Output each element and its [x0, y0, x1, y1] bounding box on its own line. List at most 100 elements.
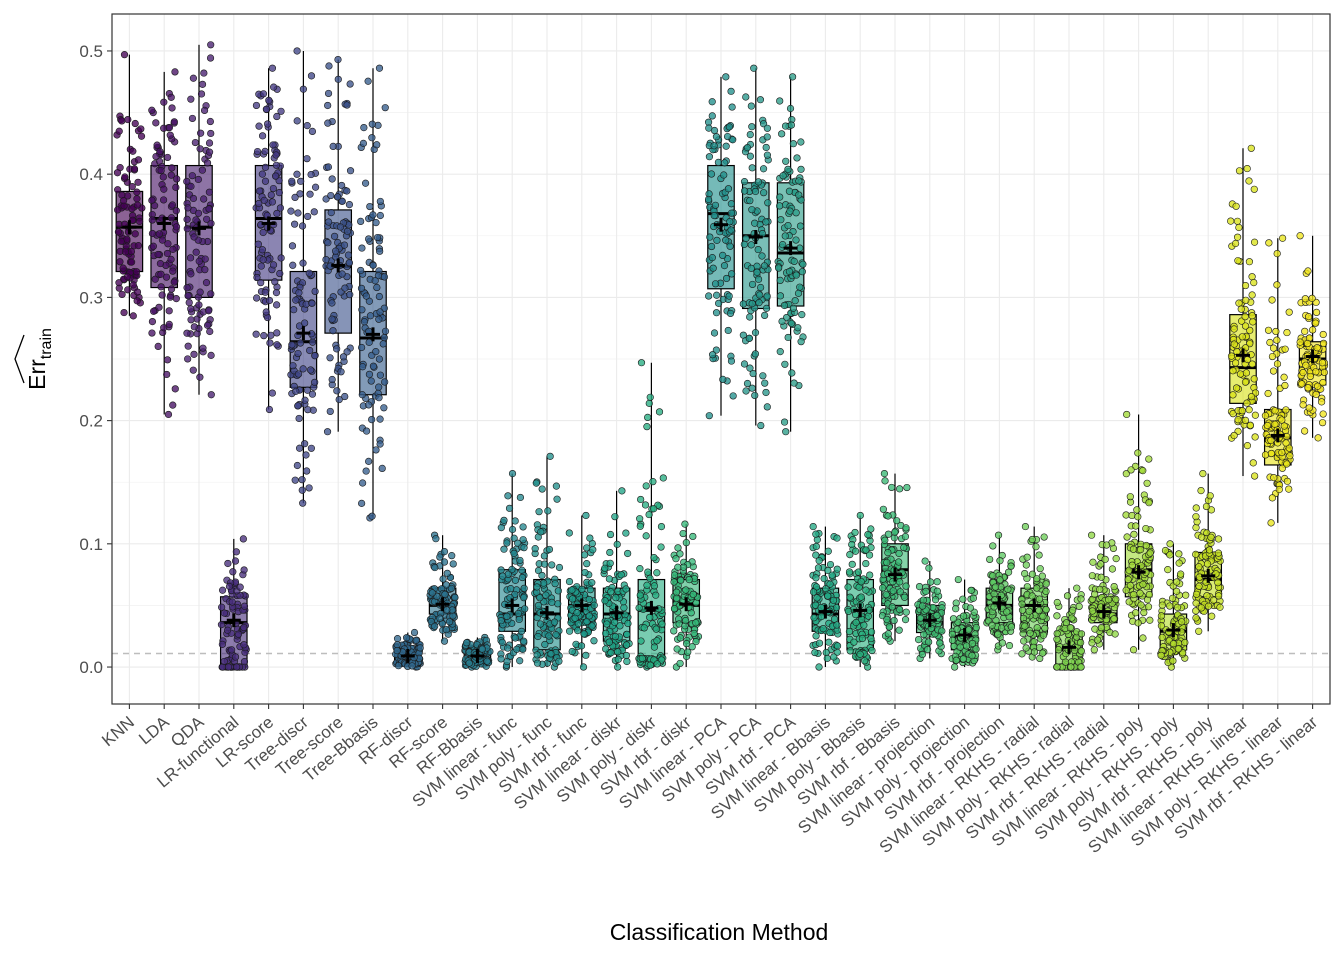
data-point	[272, 151, 280, 159]
data-point	[378, 464, 386, 473]
data-point	[291, 220, 299, 228]
data-point	[740, 240, 748, 248]
data-point	[260, 332, 268, 340]
data-point	[162, 273, 171, 281]
data-point	[749, 369, 757, 378]
data-point	[447, 584, 455, 593]
data-point	[727, 200, 735, 208]
data-point	[552, 482, 560, 490]
data-point	[308, 299, 316, 307]
data-point	[483, 657, 491, 665]
data-point	[500, 545, 508, 553]
mean-marker	[261, 216, 276, 231]
data-point	[265, 296, 274, 305]
data-point	[761, 311, 769, 319]
data-point	[636, 591, 644, 599]
data-point	[301, 440, 309, 448]
data-point	[254, 240, 262, 248]
data-point	[1111, 630, 1119, 638]
data-point	[1073, 584, 1081, 592]
data-point	[739, 300, 747, 308]
data-point	[115, 127, 123, 135]
data-point	[1042, 606, 1050, 614]
data-point	[1140, 608, 1148, 617]
data-point	[134, 178, 142, 186]
data-point	[299, 365, 307, 373]
data-point	[160, 185, 168, 193]
data-point	[606, 548, 614, 557]
data-point	[606, 559, 614, 567]
data-point	[293, 461, 301, 470]
data-point	[380, 334, 388, 342]
data-point	[118, 290, 126, 299]
data-point	[1053, 612, 1061, 620]
data-point	[346, 80, 354, 88]
data-point	[583, 560, 591, 568]
data-point	[188, 114, 197, 123]
data-point	[376, 211, 384, 220]
data-point	[206, 117, 214, 126]
data-point	[646, 661, 654, 669]
mean-marker	[992, 595, 1007, 610]
data-point	[1042, 587, 1050, 595]
data-point	[372, 348, 380, 356]
data-point	[824, 547, 832, 555]
data-point	[920, 630, 928, 639]
data-point	[198, 80, 207, 88]
data-point	[1003, 608, 1011, 616]
data-point	[1023, 553, 1031, 561]
data-point	[1265, 239, 1273, 247]
data-point	[568, 647, 576, 656]
mean-marker	[1166, 623, 1181, 638]
data-point	[764, 199, 772, 207]
data-point	[1235, 299, 1243, 307]
mean-marker	[748, 230, 763, 245]
data-point	[996, 557, 1004, 565]
data-point	[360, 123, 368, 132]
data-point	[408, 662, 416, 670]
data-point	[196, 145, 204, 153]
data-point	[156, 147, 164, 156]
data-point	[775, 264, 783, 272]
data-point	[708, 98, 716, 106]
data-point	[137, 125, 145, 133]
data-point	[1314, 382, 1322, 390]
data-point	[586, 586, 595, 594]
data-point	[720, 171, 728, 179]
data-point	[726, 242, 734, 250]
data-point	[1238, 333, 1246, 341]
data-point	[1005, 641, 1014, 650]
data-point	[267, 191, 275, 199]
data-point	[989, 572, 997, 580]
data-point	[896, 588, 904, 596]
data-point	[1088, 639, 1096, 647]
data-point	[381, 378, 389, 386]
data-point	[194, 175, 202, 184]
data-point	[1271, 420, 1279, 428]
data-point	[624, 619, 632, 628]
data-point	[1192, 614, 1200, 622]
data-point	[555, 657, 563, 665]
data-point	[670, 605, 679, 613]
data-point	[547, 650, 555, 658]
data-point	[1088, 572, 1096, 580]
data-point	[232, 548, 240, 556]
data-point	[751, 329, 760, 337]
data-point	[1298, 380, 1306, 388]
data-point	[376, 440, 384, 448]
data-point	[864, 612, 873, 620]
data-point	[750, 64, 758, 72]
data-point	[373, 233, 382, 242]
data-point	[359, 479, 367, 487]
data-point	[710, 212, 718, 220]
data-point	[612, 594, 620, 602]
data-point	[187, 95, 195, 103]
data-point	[187, 305, 195, 313]
data-point	[719, 375, 727, 383]
data-point	[341, 392, 349, 401]
data-point	[610, 618, 619, 626]
data-point	[811, 648, 819, 657]
data-point	[781, 232, 789, 240]
data-point	[431, 563, 439, 572]
data-point	[751, 187, 760, 196]
